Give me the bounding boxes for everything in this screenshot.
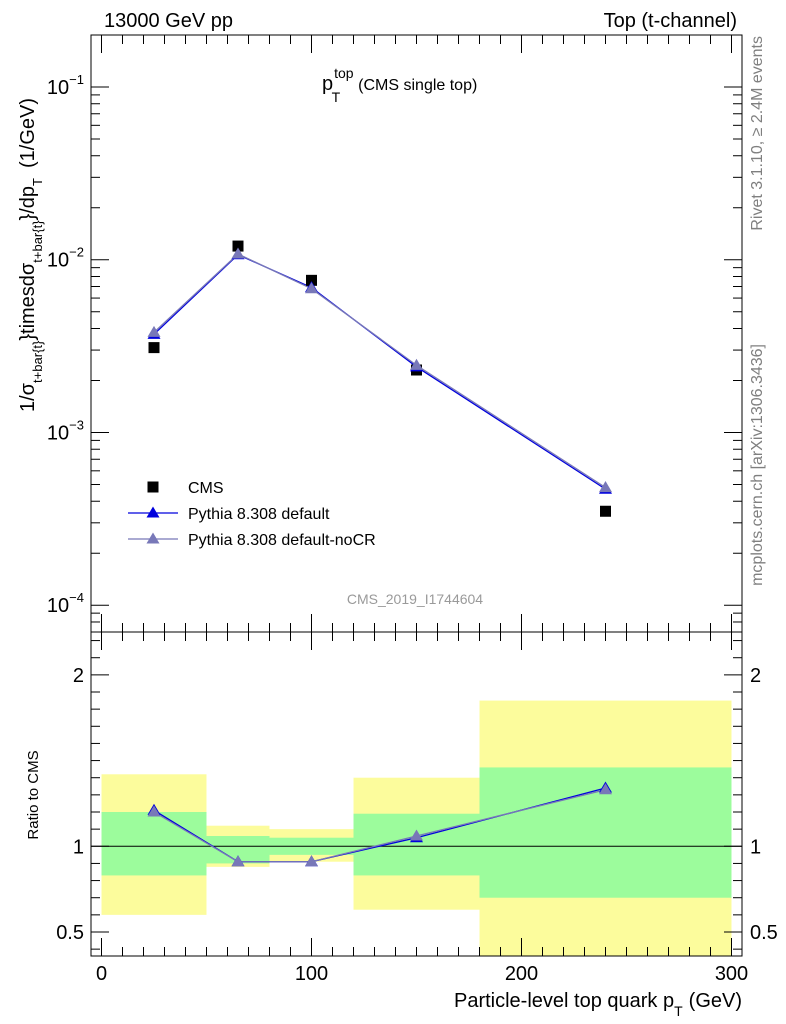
ratio-ytick-label-left-2: 2 (73, 665, 84, 687)
main-point-s0-2 (306, 274, 317, 286)
ratio-ytick-label-left-0: 0.5 (56, 922, 84, 944)
xtick-label-2: 200 (505, 963, 538, 985)
ylabel-part1: 1/σ (17, 382, 39, 412)
energy-label: 13000 GeV pp (104, 10, 233, 32)
main-point-s0-4 (600, 505, 611, 517)
xlabel-base: Particle-level top quark p (454, 990, 674, 1012)
mcplots-label: mcplots.cern.ch [arXiv:1306.3436] (749, 344, 766, 586)
main-title: ptop T (CMS single top) (322, 65, 477, 105)
ratio-bands (101, 700, 732, 956)
main-ytick-label-1: 10−2 (47, 245, 84, 272)
ratio-axis-ticks: 0.5 0.5 1 1 2 2 0 100 200 300 (56, 632, 778, 985)
ratio-point-s1-0 (147, 805, 161, 817)
main-point-s2-0 (147, 325, 161, 337)
process-label: Top (t-channel) (604, 10, 737, 32)
ylabel-part4: (1/GeV) (17, 98, 39, 168)
main-series (147, 240, 612, 517)
ratio-point-s1-3 (410, 829, 423, 841)
main-ytick-label-3: 10−4 (47, 590, 84, 617)
main-point-s0-0 (148, 342, 160, 354)
ratio-y-label: Ratio to CMS (25, 750, 42, 839)
main-title-base: p (322, 73, 333, 95)
legend-marker-1 (146, 506, 160, 518)
ratio-point-s1-4 (599, 783, 612, 795)
main-title-sup: top (334, 65, 354, 81)
legend-marker-0 (147, 481, 159, 493)
analysis-watermark: CMS_2019_I1744604 (347, 591, 483, 607)
xtick-label-0: 0 (96, 963, 107, 985)
ylabel-part3: }/dp (17, 186, 39, 220)
main-line-series-1 (153, 253, 606, 490)
main-title-sub: T (332, 89, 341, 105)
main-point-s2-2 (305, 282, 318, 294)
ratio-ytick-label-right-0: 0.5 (750, 922, 778, 944)
ratio-ytick-label-left-1: 1 (73, 836, 84, 858)
legend-label-1: Pythia 8.308 default (188, 506, 330, 523)
legend-marker-2 (146, 532, 160, 544)
xlabel-sub: T (674, 1003, 683, 1019)
main-point-s0-1 (232, 240, 244, 252)
legend-label-2: Pythia 8.308 default-noCR (188, 532, 376, 549)
main-line-series-2 (153, 253, 606, 489)
main-point-s2-3 (410, 358, 423, 370)
legend: CMS Pythia 8.308 default Pythia 8.308 defa… (128, 480, 376, 549)
ylabel-part2: }timesdσ (17, 262, 39, 341)
main-point-s2-4 (599, 481, 612, 493)
ratio-ytick-label-right-2: 2 (750, 665, 761, 687)
legend-label-0: CMS (188, 480, 224, 497)
main-title-suffix: (CMS single top) (358, 77, 477, 94)
xlabel-suffix: (GeV) (689, 990, 742, 1012)
xtick-label-3: 300 (715, 963, 748, 985)
ratio-band-inner-3 (353, 813, 480, 876)
main-ytick-label-2: 10−3 (47, 417, 84, 444)
main-ytick-label-0: 10−1 (47, 72, 84, 99)
ylabel-sub3: T (30, 178, 45, 186)
rivet-label: Rivet 3.1.10, ≥ 2.4M events (749, 36, 766, 231)
main-point-s2-1 (231, 247, 245, 259)
ratio-series (147, 781, 612, 867)
ratio-point-s1-1 (231, 855, 245, 867)
x-axis-label: Particle-level top quark pT (GeV) (454, 990, 742, 1019)
xtick-label-1: 100 (295, 963, 328, 985)
main-y-label: 1/σt+bar{t}}timesdσt+bar{t}}/dpT(1/GeV) (17, 98, 45, 412)
ratio-band-inner-0 (101, 812, 207, 876)
main-axis-ticks: 10−1 10−2 10−3 10−4 (47, 34, 742, 633)
ylabel-sub2: t+bar{t} (30, 220, 45, 263)
ratio-ytick-label-right-1: 1 (750, 836, 761, 858)
ylabel-sub1: t+bar{t} (30, 340, 45, 383)
ratio-point-s1-2 (305, 855, 318, 867)
